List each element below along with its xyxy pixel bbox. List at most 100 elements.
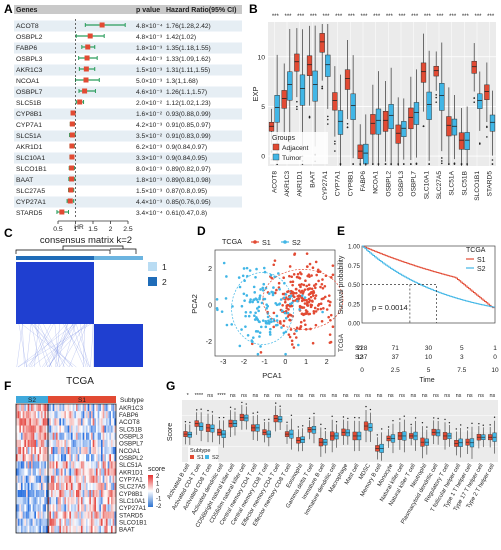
heatmap-cell (92, 439, 95, 448)
heatmap-cell (26, 525, 28, 534)
pca-x-label: PCA1 (262, 371, 282, 380)
heatmap-cell (87, 425, 90, 433)
heatmap-cell (56, 439, 58, 448)
heatmap-cell (56, 447, 58, 455)
heatmap-cell (19, 511, 22, 519)
heatmap-cell (71, 497, 73, 505)
heatmap-cell (46, 490, 48, 498)
expr-box-tumor (337, 110, 344, 135)
heatmap-cell (96, 404, 98, 412)
heatmap-cell (54, 439, 57, 448)
immune-significance: ns (377, 393, 383, 399)
heatmap-cell (84, 461, 87, 469)
immune-outlier (482, 424, 484, 426)
expr-box-adjacent (268, 122, 275, 132)
immune-significance: ns (478, 393, 484, 399)
heatmap-cell (81, 511, 83, 519)
heatmap-cell (19, 482, 22, 491)
heatmap-cell (84, 425, 87, 433)
heatmap-cell (107, 454, 110, 462)
pca-point-s1 (310, 274, 313, 277)
immune-significance: **** (217, 393, 226, 399)
heatmap-cell (94, 468, 97, 476)
forest-hr-text: 0.93(0.88,0.99) (166, 111, 211, 118)
pca-point-s2 (222, 261, 226, 265)
heatmap-cell (16, 411, 18, 419)
pca-point-s1 (250, 342, 254, 346)
pca-point-s1 (287, 308, 290, 311)
heatmap-cell (56, 454, 58, 462)
heatmap-cell (106, 497, 108, 505)
pca-point-s2 (249, 311, 252, 314)
expr-legend-bg (270, 132, 328, 164)
heatmap-cell (31, 461, 33, 469)
heatmap-legend-title: score (148, 466, 165, 473)
immune-outlier (234, 408, 236, 410)
heatmap-cell (66, 447, 68, 455)
immune-significance: ns (354, 393, 360, 399)
pca-point-s1 (289, 328, 293, 331)
expr-outlier (346, 122, 349, 125)
heatmap-cell (52, 511, 55, 519)
heatmap-cell (112, 525, 115, 534)
heatmap-cell (69, 418, 72, 426)
heatmap-cell (94, 418, 97, 426)
heatmap-cell (112, 432, 115, 440)
heatmap-cell (101, 490, 103, 498)
immune-significance: ns (467, 393, 473, 399)
immune-significance: ns (230, 393, 236, 399)
heatmap-cell (61, 404, 63, 412)
heatmap-cell (106, 439, 108, 448)
heatmap-cell (32, 425, 35, 433)
immune-outlier (313, 412, 315, 415)
heatmap-cell (47, 404, 50, 412)
heatmap-cell (21, 454, 23, 462)
heatmap-cell (77, 525, 80, 534)
heatmap-cell (27, 454, 30, 462)
heatmap-cell (46, 439, 48, 448)
heatmap-cell (51, 432, 53, 440)
heatmap-cell (22, 432, 25, 440)
heatmap-cell (77, 482, 80, 491)
heatmap-cell (41, 439, 43, 448)
heatmap-cell (82, 454, 85, 462)
heatmap-cell (66, 454, 68, 462)
heatmap-cell (34, 482, 37, 491)
heatmap-cell (46, 475, 48, 483)
expr-box-adjacent (357, 144, 363, 159)
immune-outlier (290, 414, 293, 417)
pca-point-s2 (215, 306, 219, 310)
heatmap-cell (94, 525, 97, 534)
heatmap-cell (92, 497, 95, 505)
heatmap-cell (36, 404, 38, 412)
heatmap-cell (21, 490, 23, 498)
forest-header-genes: Genes (16, 7, 38, 14)
heatmap-cell (91, 482, 93, 491)
heatmap-cell (57, 432, 60, 440)
panel-letter-d: D (197, 224, 206, 238)
expr-outlier (486, 136, 488, 138)
heatmap-cell (47, 432, 50, 440)
pca-point-s1 (316, 307, 320, 311)
forest-gene-label: AKR1D1 (16, 144, 43, 151)
immune-legend-title: Subtype (190, 448, 211, 454)
heatmap-cell (91, 490, 93, 498)
heatmap-cell (76, 497, 78, 505)
heatmap-cell (79, 511, 82, 519)
pca-point-s2 (282, 296, 286, 300)
heatmap-cell (94, 518, 97, 526)
pca-point-s1 (329, 276, 333, 279)
heatmap-cell (91, 511, 93, 519)
heatmap-cell (69, 468, 72, 476)
heatmap-cell (22, 475, 25, 483)
immune-outlier (308, 417, 311, 419)
heatmap-cell (96, 511, 98, 519)
heatmap-cell (17, 454, 20, 462)
heatmap-cell (111, 461, 113, 469)
heatmap-cell (29, 439, 32, 448)
heatmap-cell (19, 439, 22, 448)
heatmap-cell (19, 497, 22, 505)
heatmap-cell (102, 511, 105, 519)
immune-legend-bg (188, 446, 218, 464)
heatmap-cell (107, 447, 110, 455)
